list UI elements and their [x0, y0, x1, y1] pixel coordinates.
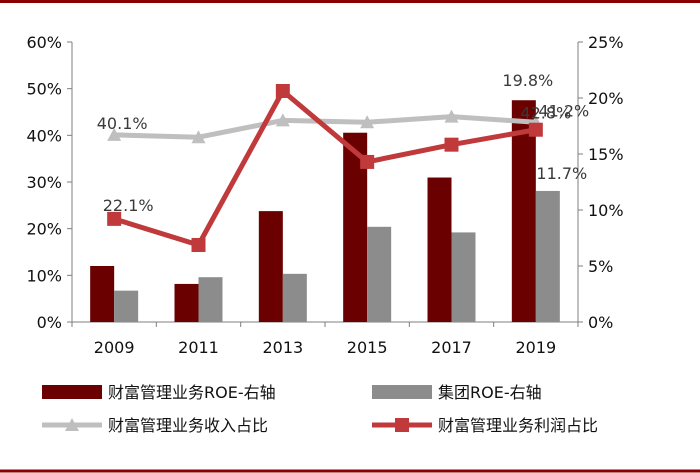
data-label: 11.7% — [536, 164, 587, 183]
line-profit-share-marker — [360, 154, 375, 169]
left-axis-tick-label: 20% — [26, 220, 62, 239]
legend-profit-share-label: 财富管理业务利润占比 — [438, 416, 598, 435]
left-axis-tick-label: 0% — [37, 313, 62, 332]
right-axis-tick-label: 5% — [588, 257, 613, 276]
bar-group-roe — [282, 273, 307, 322]
legend-group-roe-swatch[interactable] — [372, 385, 432, 399]
left-axis-tick-label: 50% — [26, 80, 62, 99]
data-label: 40.1% — [97, 114, 148, 133]
data-label: 19.8% — [502, 71, 553, 90]
line-revenue-share-marker — [275, 113, 290, 127]
legend-revenue-share-swatch-marker — [65, 418, 79, 431]
x-axis-tick-label: 2009 — [94, 338, 135, 357]
right-axis-tick-label: 10% — [588, 201, 624, 220]
line-revenue-share-marker — [191, 130, 206, 144]
x-axis-tick-label: 2019 — [515, 338, 556, 357]
line-profit-share-marker — [107, 211, 122, 226]
line-profit-share-marker — [191, 238, 206, 252]
right-axis-tick-label: 15% — [588, 145, 624, 164]
line-revenue-share-marker — [107, 127, 122, 141]
bar-group-roe — [535, 190, 560, 322]
left-axis-tick-label: 10% — [26, 266, 62, 285]
x-axis-tick-label: 2011 — [178, 338, 219, 357]
x-axis-tick-label: 2017 — [431, 338, 472, 357]
legend-group-roe-label: 集团ROE-右轴 — [438, 383, 542, 402]
bar-wealth-roe — [511, 100, 536, 323]
legend-wealth-roe-label: 财富管理业务ROE-右轴 — [108, 383, 276, 402]
left-axis-tick-label: 30% — [26, 173, 62, 192]
bar-wealth-roe — [258, 211, 283, 322]
data-label: 22.1% — [103, 196, 154, 215]
x-axis-tick-label: 2015 — [347, 338, 388, 357]
bar-wealth-roe — [427, 177, 452, 322]
bar-group-roe — [114, 290, 139, 322]
legend-revenue-share-label: 财富管理业务收入占比 — [108, 416, 268, 435]
bar-group-roe — [198, 277, 223, 322]
left-axis-tick-label: 60% — [26, 33, 62, 52]
bar-group-roe — [367, 226, 392, 322]
legend-profit-share-swatch-marker — [395, 418, 409, 432]
bar-group-roe — [451, 232, 476, 322]
x-axis-tick-label: 2013 — [262, 338, 303, 357]
line-profit-share — [113, 88, 537, 248]
line-profit-share-marker — [275, 84, 290, 98]
right-axis-tick-label: 25% — [588, 33, 624, 52]
right-axis-tick-label: 20% — [588, 89, 624, 108]
bar-wealth-roe — [90, 266, 115, 322]
line-profit-share-marker — [528, 122, 543, 137]
left-axis-tick-label: 40% — [26, 126, 62, 145]
right-axis-tick-label: 0% — [588, 313, 613, 332]
line-revenue-share — [114, 114, 536, 140]
data-label: 42.8% — [520, 103, 571, 122]
data-label: 41.2% — [538, 102, 589, 121]
line-revenue-share-marker — [360, 115, 375, 129]
bar-wealth-roe — [174, 283, 199, 322]
line-revenue-share-marker — [444, 109, 459, 123]
line-profit-share-marker — [444, 137, 459, 152]
legend-wealth-roe-swatch[interactable] — [42, 385, 102, 399]
